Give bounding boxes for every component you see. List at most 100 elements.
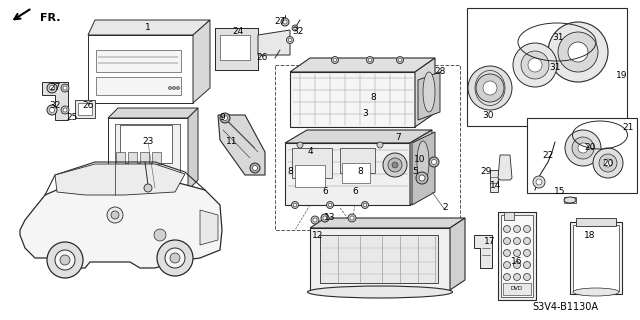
Circle shape [504, 250, 511, 257]
Bar [527, 118, 637, 193]
Circle shape [558, 32, 598, 72]
Bar [320, 235, 438, 283]
Circle shape [250, 163, 260, 173]
Circle shape [253, 165, 257, 171]
Text: 26: 26 [256, 53, 268, 62]
Circle shape [47, 83, 57, 93]
Polygon shape [20, 180, 222, 268]
Circle shape [328, 203, 332, 207]
Bar [96, 50, 181, 72]
Text: 1: 1 [145, 23, 151, 33]
Circle shape [599, 154, 617, 172]
Text: 28: 28 [435, 68, 445, 76]
Bar [115, 124, 180, 174]
Polygon shape [418, 72, 440, 120]
Circle shape [504, 226, 511, 233]
Circle shape [593, 148, 623, 178]
Text: 23: 23 [142, 138, 154, 147]
Text: 20: 20 [602, 158, 614, 167]
Ellipse shape [307, 286, 452, 298]
Ellipse shape [564, 197, 576, 203]
Circle shape [287, 36, 294, 44]
Circle shape [63, 86, 67, 90]
Bar [88, 35, 193, 103]
Bar [467, 8, 627, 126]
Bar [504, 212, 514, 220]
Polygon shape [88, 20, 210, 35]
Circle shape [297, 142, 303, 148]
Polygon shape [310, 228, 450, 290]
Text: 9: 9 [219, 114, 225, 123]
Circle shape [332, 57, 339, 63]
Text: 27: 27 [275, 18, 285, 27]
Bar [290, 72, 415, 127]
Circle shape [49, 85, 54, 91]
Bar [576, 218, 616, 226]
Circle shape [292, 25, 298, 31]
Bar [75, 100, 95, 118]
Text: 27: 27 [49, 84, 61, 92]
Bar [220, 35, 250, 60]
Text: 11: 11 [227, 138, 237, 147]
Circle shape [504, 237, 511, 244]
Circle shape [604, 159, 612, 167]
Circle shape [368, 58, 372, 62]
Circle shape [513, 274, 520, 281]
Polygon shape [55, 164, 185, 195]
Circle shape [168, 86, 172, 90]
Text: 12: 12 [312, 230, 324, 239]
Bar [108, 118, 188, 190]
Bar [342, 163, 370, 183]
Circle shape [223, 116, 227, 121]
Circle shape [311, 216, 319, 224]
Polygon shape [258, 30, 290, 55]
Bar [564, 197, 576, 203]
Bar [573, 225, 619, 291]
Circle shape [397, 57, 403, 63]
Circle shape [513, 261, 520, 268]
Ellipse shape [423, 72, 435, 112]
Text: 5: 5 [412, 167, 418, 177]
Circle shape [548, 22, 608, 82]
Polygon shape [188, 108, 198, 190]
Circle shape [504, 274, 511, 281]
Polygon shape [193, 20, 210, 103]
Circle shape [63, 108, 67, 112]
Circle shape [392, 162, 398, 168]
Circle shape [524, 226, 531, 233]
Text: 2: 2 [442, 204, 448, 212]
Text: 3: 3 [362, 108, 368, 117]
Circle shape [107, 207, 123, 223]
Circle shape [326, 202, 333, 209]
Text: 31: 31 [549, 63, 561, 73]
Text: 16: 16 [511, 258, 523, 267]
Circle shape [483, 81, 497, 95]
Polygon shape [498, 155, 512, 180]
Circle shape [398, 58, 402, 62]
Circle shape [513, 237, 520, 244]
Text: 17: 17 [484, 237, 496, 246]
Circle shape [321, 214, 329, 222]
Text: S3V4-B1130A: S3V4-B1130A [532, 302, 598, 312]
Circle shape [157, 240, 193, 276]
Circle shape [533, 176, 545, 188]
Polygon shape [285, 130, 432, 143]
Polygon shape [290, 58, 435, 72]
Circle shape [524, 237, 531, 244]
Bar [120, 125, 172, 163]
Circle shape [383, 153, 407, 177]
Circle shape [429, 157, 439, 167]
Circle shape [55, 250, 75, 270]
Circle shape [504, 261, 511, 268]
Circle shape [291, 202, 298, 209]
Circle shape [367, 57, 374, 63]
Circle shape [521, 51, 549, 79]
Circle shape [333, 58, 337, 62]
Text: 7: 7 [395, 132, 401, 141]
Text: 6: 6 [352, 188, 358, 196]
Circle shape [61, 84, 69, 92]
Circle shape [60, 255, 70, 265]
Text: 32: 32 [49, 100, 61, 109]
Circle shape [568, 42, 588, 62]
Text: 31: 31 [552, 34, 564, 43]
